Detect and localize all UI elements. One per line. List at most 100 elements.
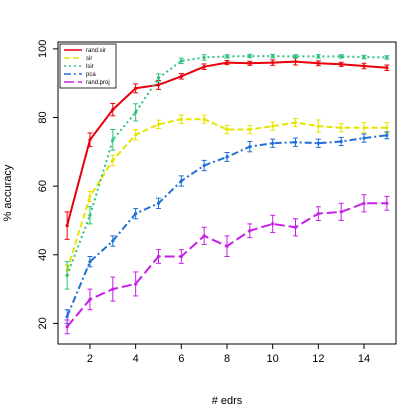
data-point [202,163,206,168]
data-point [179,117,183,121]
y-tick-label: 100 [37,40,49,58]
data-point [271,54,275,58]
x-tick-label: 2 [87,353,93,365]
legend: rand.sir sir lsir pca rand.proj [59,43,117,89]
data-point [248,229,252,233]
x-tick-label: 14 [358,353,370,365]
data-point [65,314,69,319]
data-point [111,108,115,112]
data-point [134,282,138,286]
data-point [134,211,138,216]
x-tick-label: 10 [267,353,279,365]
data-point [134,133,138,137]
data-point [111,239,115,243]
data-point [271,60,275,65]
data-point [339,62,343,66]
series-line [66,55,387,276]
data-point [385,201,389,205]
series-lsir [64,53,390,290]
data-point [202,65,206,69]
series-pca [64,131,390,324]
data-point [65,325,69,329]
data-point [202,55,206,60]
data-point [316,141,320,145]
y-tick-label: 80 [37,111,49,123]
data-point [88,194,92,199]
data-point [225,127,229,132]
data-point [88,260,92,264]
data-point [88,213,92,217]
series-sir [64,114,390,276]
legend-label: sir [86,56,92,62]
data-point [316,54,320,59]
series-layer [64,53,390,335]
data-point [179,59,183,63]
legend-label: rand.sir [86,48,106,54]
data-point [134,110,138,114]
data-point [339,126,343,130]
data-point [316,124,320,128]
data-point [156,254,161,259]
data-point [248,145,252,149]
data-point [225,155,229,159]
axes: 2 4 6 8 10 12 14 20 40 60 80 100 [37,40,370,365]
data-point [225,244,229,248]
data-point [339,54,343,59]
legend-label: rand.proj [86,80,110,86]
x-tick-label: 6 [178,353,184,365]
data-point [293,225,298,229]
data-point [293,54,298,59]
data-point [179,74,183,78]
data-point [179,179,183,183]
data-point [362,64,366,68]
y-axis-title: % accuracy [2,164,14,221]
data-point [248,127,252,132]
data-point [88,297,92,301]
y-tick-label: 60 [37,180,49,192]
data-point [156,122,161,126]
data-point [362,201,366,205]
data-point [362,126,366,130]
data-point [156,83,161,87]
data-point [111,287,115,291]
data-point [156,201,161,205]
data-point [385,126,389,130]
data-point [202,234,206,238]
x-tick-label: 4 [133,353,139,365]
data-point [339,139,343,144]
y-tick-label: 20 [37,317,49,329]
x-tick-label: 12 [312,353,324,365]
data-point [385,66,389,70]
data-point [88,138,92,142]
data-point [362,55,366,59]
legend-label: lsir [86,64,94,70]
data-point [362,136,366,140]
y-tick-label: 40 [37,249,49,261]
data-point [316,61,320,65]
data-point [248,61,252,65]
data-point [271,124,275,128]
data-point [156,76,161,80]
data-point [65,224,69,228]
data-point [316,211,320,216]
data-point [385,133,389,137]
x-axis-title: # edrs [212,395,243,407]
series-rand.sir [64,57,390,240]
data-point [248,54,252,58]
data-point [65,273,69,277]
legend-label: pca [86,72,96,78]
series-rand.proj [64,194,390,335]
data-point [225,60,229,65]
data-point [179,254,183,259]
series-line [66,202,387,328]
data-point [111,138,115,142]
data-point [134,86,138,90]
series-line [66,118,387,271]
data-point [225,54,229,59]
data-point [111,158,115,162]
data-point [271,222,275,226]
data-point [339,210,343,214]
data-point [293,121,298,125]
data-point [385,55,389,60]
